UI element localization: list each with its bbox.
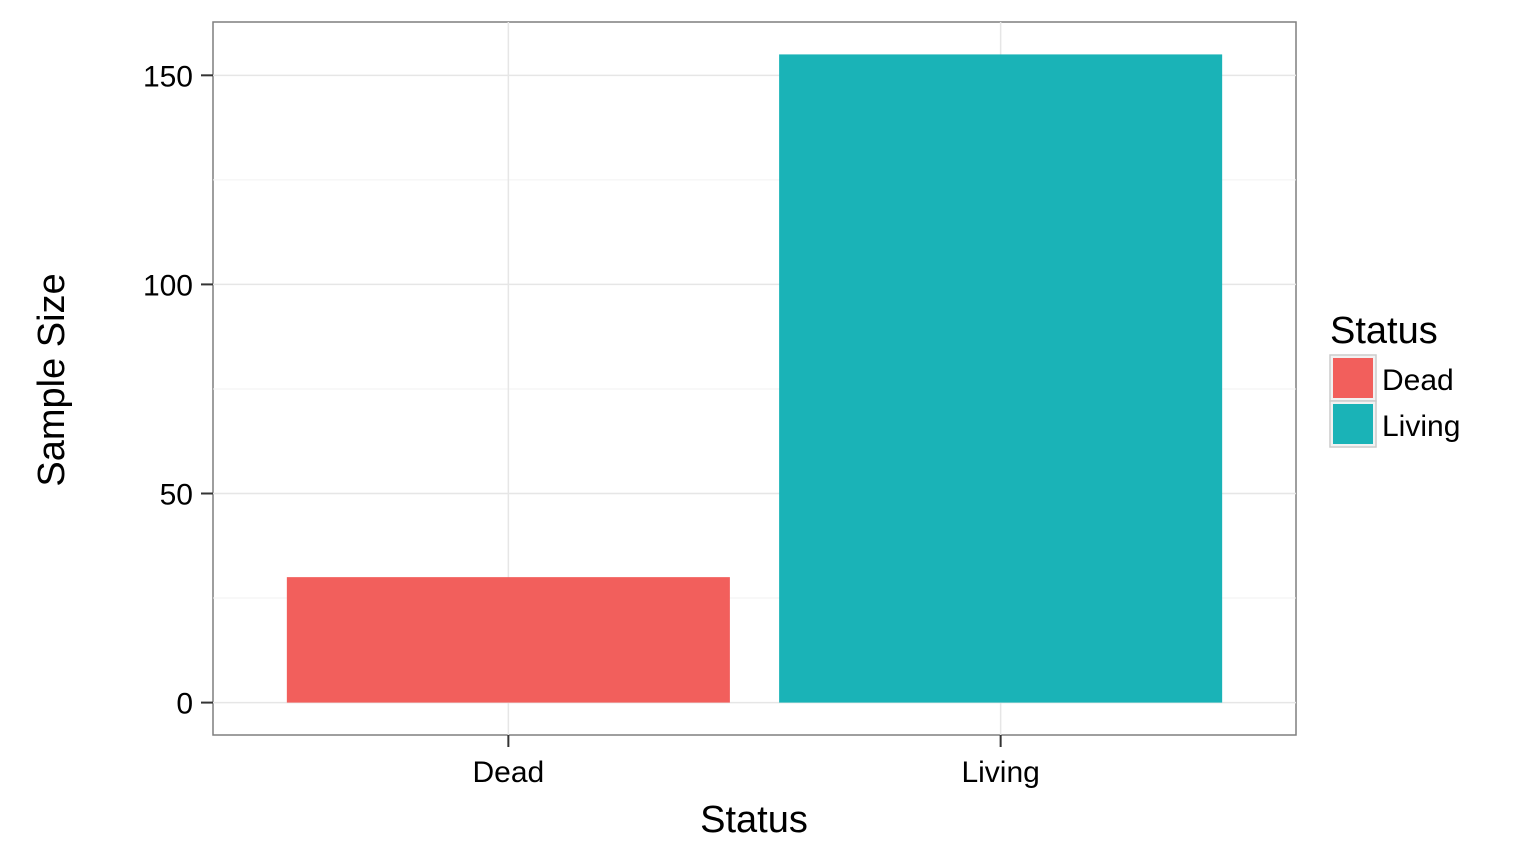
x-axis: Dead Living (473, 735, 1040, 789)
x-tick-label: Living (961, 756, 1039, 789)
y-axis: 0 50 100 150 (143, 60, 213, 721)
bar-dead (286, 577, 730, 703)
y-axis-title: Sample Size (31, 273, 73, 486)
y-tick-label: 100 (143, 269, 193, 302)
legend-title: Status (1330, 310, 1438, 352)
legend-label-dead: Dead (1382, 364, 1454, 397)
y-tick-label: 150 (143, 60, 193, 93)
y-tick-label: 0 (176, 688, 193, 721)
legend-label-living: Living (1382, 410, 1460, 443)
x-axis-title: Status (700, 799, 808, 841)
y-tick-label: 50 (160, 479, 193, 512)
bar-living (779, 54, 1223, 703)
legend-swatch-living (1333, 404, 1373, 444)
bars (286, 54, 1223, 703)
legend-swatch-dead (1333, 358, 1373, 398)
legend: Status Dead Living (1329, 310, 1460, 448)
x-tick-label: Dead (473, 756, 545, 789)
